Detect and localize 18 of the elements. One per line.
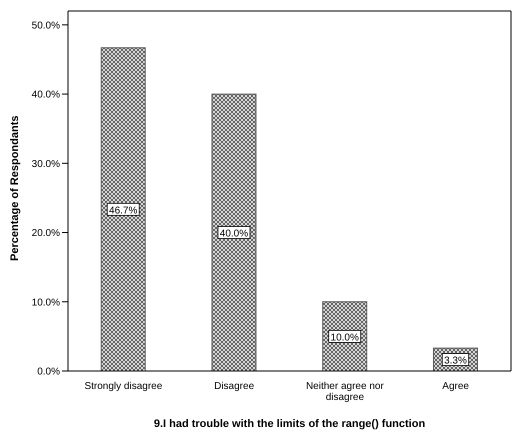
- y-tick-label: 40.0%: [32, 90, 60, 101]
- y-tick-label: 20.0%: [32, 228, 60, 240]
- data-label: 10.0%: [330, 332, 360, 344]
- y-tick-label: 10.0%: [32, 297, 60, 308]
- x-tick-label: Disagree: [214, 381, 255, 392]
- x-tick-label: Strongly disagree: [84, 381, 163, 392]
- y-axis-title: Percentage of Respondants: [8, 116, 21, 261]
- y-tick-label: 30.0%: [32, 158, 60, 170]
- y-tick-label: 50.0%: [32, 20, 60, 32]
- bar: [211, 94, 256, 371]
- x-axis-title: 9.I had trouble with the limits of the range() function: [154, 418, 426, 430]
- x-tick-label: Neither agree nor disagree: [306, 381, 384, 403]
- data-label: 40.0%: [220, 228, 248, 240]
- data-label: 46.7%: [109, 205, 138, 216]
- x-tick-label: Agree: [442, 381, 470, 392]
- data-label: 3.3%: [444, 356, 467, 367]
- y-tick-label: 0.0%: [37, 366, 60, 378]
- bar: [100, 47, 146, 371]
